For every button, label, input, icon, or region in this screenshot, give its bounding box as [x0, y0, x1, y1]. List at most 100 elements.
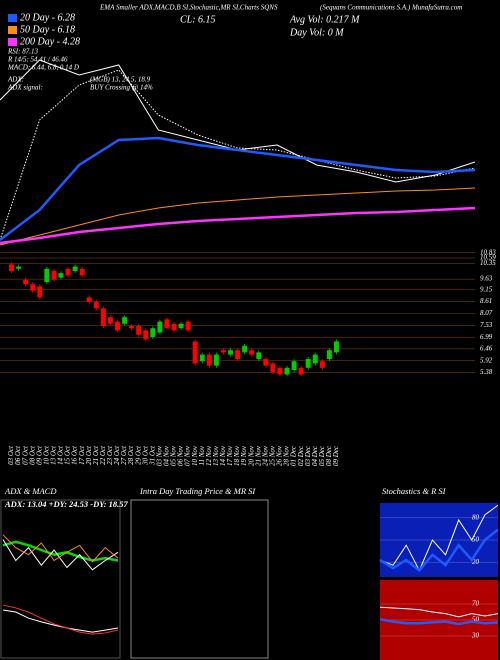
x-tick-label: 28 Oct: [127, 445, 135, 465]
candle-body: [235, 350, 241, 359]
series-line: [2, 534, 119, 563]
close-label: CL: 6.15: [180, 14, 216, 25]
candle-body: [199, 354, 205, 362]
x-tick-label: 17 Oct: [78, 445, 86, 465]
panel-background: [380, 580, 498, 660]
mgb-label: (MGB) 13, 24.5, 18.9: [90, 76, 151, 84]
x-tick-label: 15 Oct: [64, 445, 72, 465]
candle-body: [284, 367, 290, 375]
series-line: [379, 504, 499, 572]
x-tick-label: 20 Nov: [247, 445, 255, 466]
x-tick-label: 21 Nov: [254, 445, 262, 466]
x-tick-label: 05 Nov: [170, 445, 178, 466]
series-line: [2, 604, 119, 635]
candle-body: [65, 268, 71, 276]
candle-body: [86, 297, 92, 302]
adx-frame: [0, 499, 121, 659]
series-line: [0, 206, 476, 245]
y-tick-label: 50: [472, 616, 480, 624]
candle-body: [164, 319, 170, 329]
avg-vol: Avg Vol: 0.217 M: [289, 14, 360, 25]
y-tick-label: 5.92: [480, 356, 493, 364]
series-line: [379, 528, 499, 573]
series-line: [2, 609, 119, 633]
candle-body: [143, 330, 149, 340]
candle-body: [206, 354, 212, 366]
candle-body: [312, 354, 318, 364]
legend-label: 200 Day - 4.28: [20, 36, 80, 47]
x-tick-label: 07 Oct: [21, 445, 29, 465]
panel-subtitle: ADX: 13.04 +DY: 24.53 -DY: 18.57: [4, 499, 128, 509]
x-tick-label: 14 Oct: [57, 445, 65, 465]
candle-body: [220, 350, 226, 353]
x-tick-label: 03 Oct: [7, 445, 15, 465]
candle-body: [256, 352, 262, 359]
legend-swatch: [8, 14, 17, 22]
x-tick-label: 18 Nov: [233, 445, 241, 466]
x-tick-label: 30 Oct: [141, 445, 149, 466]
x-tick-label: 29 Oct: [134, 445, 142, 465]
x-tick-label: 08 Oct: [28, 445, 36, 465]
panel-title: ADX & MACD: [4, 486, 57, 496]
legend-swatch: [8, 26, 17, 34]
candle-body: [51, 271, 57, 280]
series-line: [379, 606, 499, 618]
x-tick-label: 23 Oct: [106, 445, 114, 465]
x-tick-label: 09 Oct: [35, 445, 43, 465]
r-label: R 14/5: 54.41 / 46.46: [7, 56, 68, 64]
legend-swatch: [8, 38, 17, 46]
x-tick-label: 21 Oct: [92, 445, 100, 465]
adx-signal-label: ADX signal:: [7, 84, 43, 92]
candle-body: [263, 359, 269, 366]
candle-body: [16, 266, 22, 269]
x-tick-label: 06 Oct: [14, 445, 22, 465]
candle-body: [305, 359, 311, 368]
x-tick-label: 12 Nov: [205, 445, 213, 466]
series-line: [379, 617, 499, 626]
x-tick-label: 22 Oct: [99, 445, 107, 465]
x-tick-label: 28 Nov: [283, 445, 291, 466]
series-line: [0, 136, 476, 241]
series-line: [2, 539, 119, 571]
series-line: [0, 187, 476, 246]
rsi-label: RSI: 87.13: [7, 48, 38, 56]
candle-body: [23, 279, 29, 285]
x-tick-label: 03 Nov: [155, 445, 163, 466]
series-line: [0, 69, 476, 241]
candle-body: [171, 323, 177, 331]
x-tick-label: 17 Nov: [226, 445, 234, 466]
y-tick-label: 7.53: [480, 321, 493, 329]
candle-body: [178, 323, 184, 329]
candle-body: [30, 284, 36, 291]
y-tick-label: 50: [472, 536, 480, 544]
x-tick-label: 10 Oct: [42, 445, 50, 465]
x-tick-label: 03 Dec: [304, 445, 312, 466]
x-tick-label: 24 Oct: [113, 445, 121, 465]
candle-body: [291, 361, 297, 370]
x-tick-label: 13 Nov: [212, 445, 220, 466]
candle-body: [136, 326, 142, 335]
candle-body: [93, 301, 99, 309]
x-tick-label: 31 Oct: [148, 445, 156, 466]
y-tick-label: 30: [471, 632, 480, 640]
x-tick-label: 09 Dec: [332, 445, 340, 466]
candle-body: [270, 363, 276, 373]
candle-body: [58, 273, 64, 278]
y-tick-label: 80: [472, 513, 480, 521]
x-tick-label: 07 Nov: [184, 445, 192, 466]
y-tick-label: 5.38: [480, 368, 493, 376]
candle-body: [37, 286, 43, 298]
y-tick-label: 10.59: [480, 254, 496, 262]
day-vol: Day Vol: 0 M: [289, 27, 344, 38]
intraday-frame: [130, 499, 269, 659]
x-tick-label: 02 Dec: [297, 445, 305, 466]
candle-body: [333, 341, 339, 353]
adx-label: ADX:: [7, 76, 24, 84]
x-tick-label: 20 Oct: [85, 445, 93, 465]
candle-body: [129, 326, 135, 329]
candle-body: [326, 350, 332, 359]
candle-body: [100, 308, 106, 326]
source-label: EMA Smaller ADX,MACD,B SI,Stochastic,MR …: [99, 4, 278, 12]
legend-label: 50 Day - 6.18: [20, 24, 75, 35]
